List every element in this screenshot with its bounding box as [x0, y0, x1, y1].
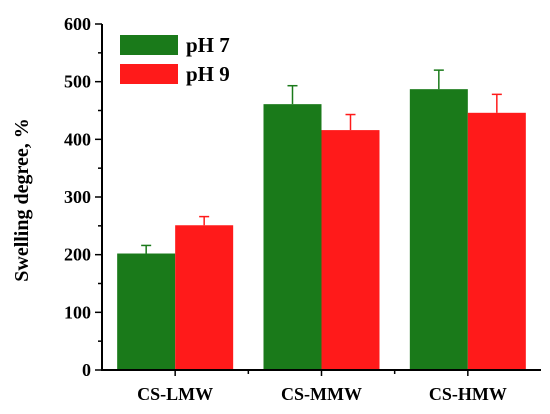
y-axis-label: Swelling degree, % [11, 118, 33, 282]
bar-cs-hmw-ph7 [409, 89, 468, 370]
error-bar-cs-mmw-ph7 [287, 84, 298, 105]
legend-label: pH 7 [186, 33, 230, 57]
error-bar-cs-hmw-ph9 [491, 93, 502, 113]
legend-swatch [120, 35, 178, 55]
y-tick-label: 500 [64, 72, 91, 92]
y-tick-label: 0 [82, 360, 91, 380]
bars-layer [117, 89, 526, 370]
legend-item-ph7: pH 7 [120, 33, 230, 57]
y-tick-label: 200 [64, 245, 91, 265]
axes-layer [95, 23, 541, 376]
bar-cs-mmw-ph9 [321, 130, 380, 370]
bar-cs-hmw-ph9 [467, 112, 526, 370]
error-bar-cs-lmw-ph9 [199, 215, 210, 226]
y-tick-label: 100 [64, 302, 91, 322]
legend: pH 7 pH 9 [120, 33, 230, 86]
bar-cs-lmw-ph9 [175, 225, 234, 370]
bar-cs-mmw-ph7 [263, 104, 322, 370]
x-tick-label-cs-mmw: CS-MMW [281, 384, 362, 404]
x-tick-label-cs-lmw: CS-LMW [137, 384, 213, 404]
y-tick-label: 400 [64, 129, 91, 149]
legend-label: pH 9 [186, 62, 230, 86]
y-tick-label: 600 [64, 14, 91, 34]
bar-cs-lmw-ph7 [117, 253, 176, 370]
error-bar-cs-hmw-ph7 [433, 69, 444, 90]
error-bar-cs-mmw-ph9 [345, 113, 356, 131]
x-tick-label-cs-hmw: CS-HMW [429, 384, 507, 404]
y-tick-label: 300 [64, 187, 91, 207]
error-bars-layer [141, 69, 502, 254]
legend-item-ph9: pH 9 [120, 62, 230, 86]
error-bar-cs-lmw-ph7 [141, 244, 152, 254]
ticks-layer: CS-LMW CS-MMW CS-HMW 0 100 200 300 400 500 600 [64, 14, 507, 404]
legend-swatch [120, 64, 178, 84]
